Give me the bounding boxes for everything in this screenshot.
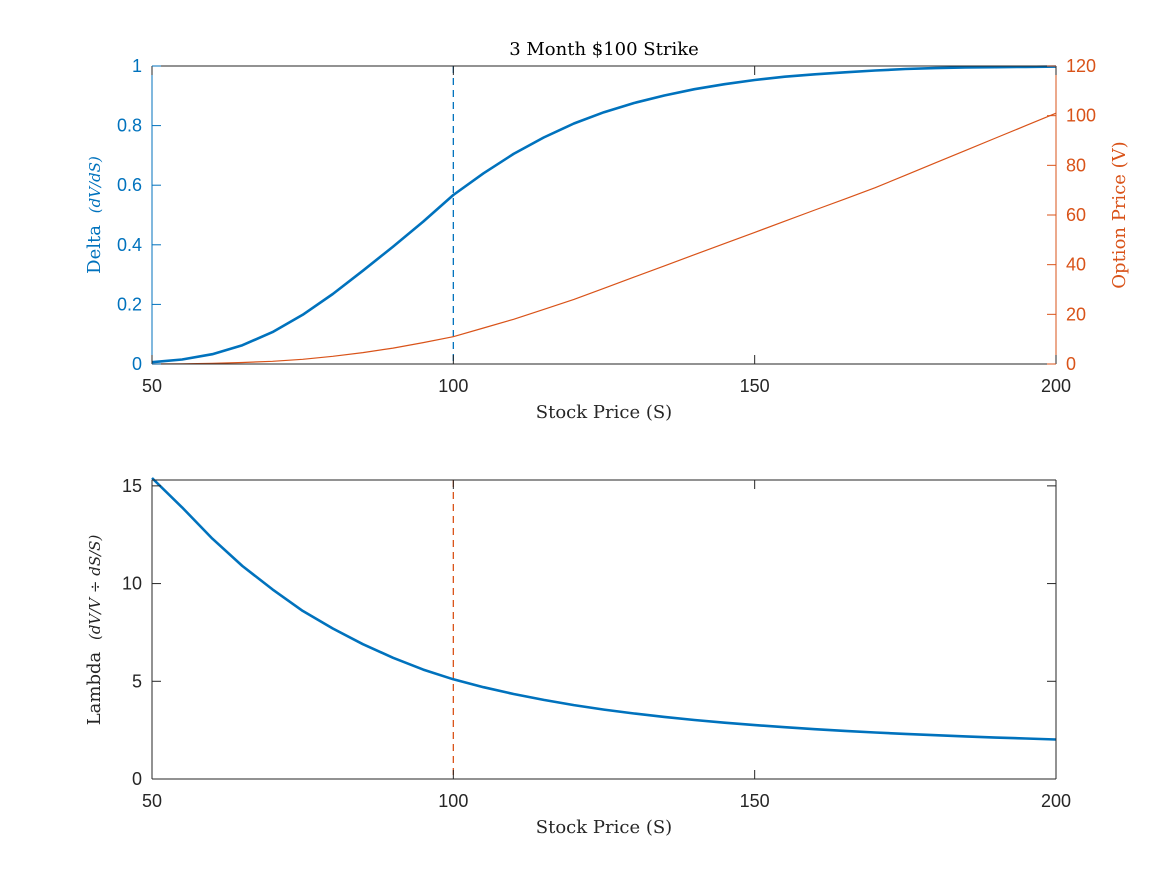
top-y-right-tick-label: 0	[1066, 354, 1076, 374]
top-y-right-tick-label: 40	[1066, 255, 1086, 275]
bottom-y-left-tick-label: 15	[122, 476, 142, 496]
bottom-axes: 50 100 150 200 0 5 10 15	[122, 476, 1071, 811]
bottom-y-left-tick-label: 10	[122, 574, 142, 594]
top-y-left-tick-label: 1	[132, 56, 142, 76]
bottom-x-axis-label: Stock Price (S)	[536, 817, 672, 838]
top-chart-title: 3 Month $100 Strike	[509, 39, 699, 60]
top-left-axis-label: Delta (dV/dS)	[84, 156, 105, 274]
top-series-layer	[151, 65, 1057, 365]
top-x-tick-label: 200	[1041, 376, 1071, 396]
top-x-tick-label: 50	[142, 376, 162, 396]
top-subplot: 3 Month $100 Strike 50 100 150 20000.20.40.…	[84, 39, 1130, 423]
top-right-axis-label: Option Price (V)	[1109, 141, 1130, 288]
bottom-x-tick-label: 100	[438, 791, 468, 811]
top-y-right-tick-label: 80	[1066, 155, 1086, 175]
top-y-right-tick-label: 100	[1066, 106, 1096, 126]
top-y-left-tick-label: 0	[132, 354, 142, 374]
delta-label-math: (dV/dS)	[86, 156, 104, 213]
top-y-left-tick-label: 0.4	[117, 235, 142, 255]
bottom-x-tick-label: 200	[1041, 791, 1071, 811]
bottom-x-tick-label: 150	[740, 791, 770, 811]
lambda-label-math: (dV/V ÷ dS/S)	[86, 535, 104, 640]
svg-text:Lambda (dV/V ÷ dS/S): Lambda (dV/V ÷ dS/S)	[84, 535, 105, 726]
top-y-right-tick-label: 60	[1066, 205, 1086, 225]
top-series-option-price	[151, 112, 1057, 365]
delta-label-text: Delta	[84, 225, 105, 274]
top-y-left-tick-label: 0.6	[117, 175, 142, 195]
top-y-left-tick-label: 0.2	[117, 294, 142, 314]
bottom-subplot: 50 100 150 200 0 5 10 15 Stock Price (S) Lambda…	[84, 476, 1071, 838]
top-x-tick-label: 100	[438, 376, 468, 396]
top-y-left-tick-label: 0.8	[117, 116, 142, 136]
bottom-left-axis-label: Lambda (dV/V ÷ dS/S)	[84, 535, 105, 726]
bottom-y-left-tick-label: 5	[132, 671, 142, 691]
top-series-delta	[151, 65, 1057, 364]
lambda-label-text: Lambda	[84, 652, 105, 726]
top-x-tick-label: 150	[740, 376, 770, 396]
bottom-series-layer	[151, 477, 1057, 741]
bottom-x-tick-label: 50	[142, 791, 162, 811]
svg-text:Delta (dV/dS): Delta (dV/dS)	[84, 156, 105, 274]
bottom-series-lambda	[151, 477, 1057, 741]
bottom-y-left-tick-label: 0	[132, 769, 142, 789]
top-y-right-tick-label: 120	[1066, 56, 1096, 76]
top-y-right-tick-label: 20	[1066, 304, 1086, 324]
top-x-axis-label: Stock Price (S)	[536, 402, 672, 423]
